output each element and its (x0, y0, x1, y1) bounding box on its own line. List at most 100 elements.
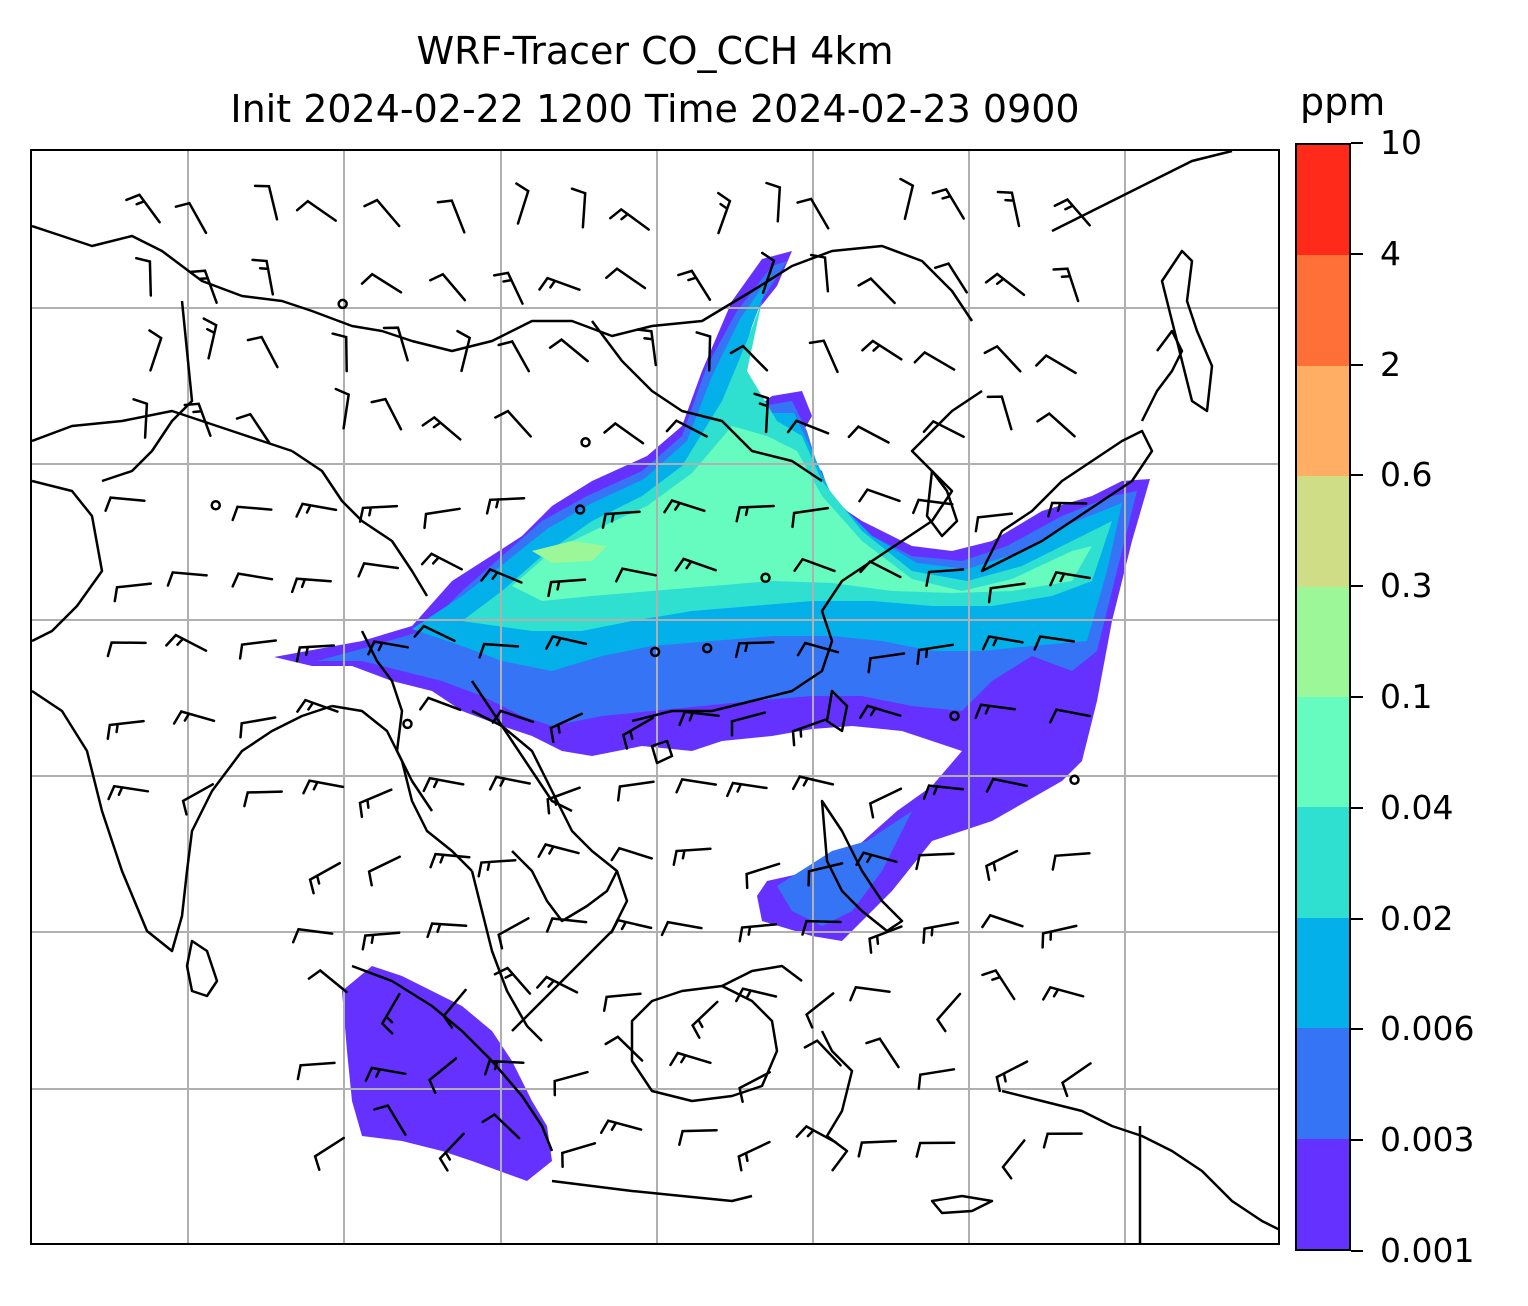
colorbar (1295, 143, 1351, 1251)
plume-contour-core (532, 541, 607, 563)
wind-barb (547, 578, 587, 598)
wind-barb (981, 913, 1024, 929)
coastline-gulf-thailand (511, 850, 619, 923)
wind-barb (808, 339, 839, 374)
colorbar-unit-label: ppm (1300, 80, 1386, 124)
wind-barb (132, 398, 149, 439)
wind-barb (429, 852, 471, 869)
wind-barb (478, 642, 520, 659)
wind-barb (243, 790, 283, 808)
wind-barb (858, 704, 902, 720)
wind-barb (672, 847, 712, 866)
colorbar-tick-label: 2 (1380, 344, 1401, 384)
calm-wind-marker (580, 437, 591, 448)
wind-barb (674, 557, 717, 572)
wind-barb (488, 775, 531, 791)
colorbar-tick-label: 0.006 (1380, 1009, 1475, 1049)
wind-barb (922, 419, 965, 439)
wind-barb (135, 256, 153, 297)
wind-barb (636, 328, 658, 367)
wind-barb (491, 709, 535, 724)
wind-barb (807, 862, 844, 887)
wind-barb (987, 582, 1026, 604)
coastline-malaysia-sabah (721, 964, 803, 988)
wind-barb (981, 635, 1024, 651)
wind-barb (986, 395, 1013, 431)
coastline-new-guinea (1001, 1089, 1278, 1231)
wind-barb (548, 338, 589, 363)
colorbar-tick (1351, 696, 1363, 698)
wind-barb (238, 639, 278, 660)
wind-barb (981, 969, 1016, 1001)
wind-barb (1042, 985, 1085, 1001)
wind-barb (545, 917, 588, 933)
coastline-malay-peninsula (470, 870, 543, 1042)
wind-barb (125, 193, 161, 224)
colorbar-tick-label: 0.1 (1380, 677, 1433, 716)
wind-barb (536, 975, 579, 994)
wind-barb (246, 335, 279, 369)
wind-barb (795, 1124, 838, 1144)
wind-barb (793, 557, 836, 573)
wind-barb (302, 779, 345, 795)
calm-wind-marker (210, 499, 222, 511)
coastlines (32, 151, 1278, 1243)
colorbar-tick-label: 0.02 (1380, 898, 1454, 938)
border-north-1 (32, 224, 974, 353)
wind-barb (172, 710, 216, 725)
wind-barb (436, 199, 466, 234)
wind-barb (1049, 571, 1091, 587)
colorbar-segment (1297, 1138, 1349, 1249)
colorbar-tick-label: 0.3 (1380, 566, 1433, 606)
colorbar-tick (1351, 1139, 1363, 1142)
wind-barb (485, 497, 526, 515)
wind-barb (861, 339, 903, 361)
wind-barb (357, 562, 400, 578)
colorbar-tick-label: 0.6 (1380, 455, 1433, 495)
wind-barb (1051, 852, 1091, 871)
wind-barb (494, 409, 532, 438)
map-title: WRF-Tracer CO_CCH 4km (416, 29, 894, 73)
coastline-sumatra (351, 964, 554, 1152)
wind-barb (363, 198, 401, 228)
calm-wind-marker (701, 642, 713, 654)
wind-barb (925, 568, 965, 587)
wind-barb (726, 781, 768, 798)
wind-barb (483, 1059, 525, 1076)
wind-barb (604, 1035, 644, 1062)
wind-barb (995, 1060, 1029, 1093)
wind-barb (456, 329, 472, 373)
coastline-sakhalin (1160, 249, 1214, 413)
wind-barb (420, 552, 463, 571)
wind-barb (429, 272, 467, 302)
colorbar-tick-label: 0.001 (1380, 1231, 1475, 1270)
wind-barb (729, 344, 769, 372)
wind-barb (291, 927, 334, 944)
wind-barb (933, 262, 968, 294)
wind-barb (367, 640, 410, 656)
wind-barb (442, 988, 467, 1029)
colorbar-tick (1351, 363, 1363, 366)
colorbar-segment (1297, 586, 1349, 697)
coastline-india-west (32, 689, 333, 953)
wind-barb (867, 652, 906, 674)
wind-barb (334, 387, 351, 430)
wind-barb (621, 716, 654, 750)
wind-barb (239, 716, 277, 739)
wind-barb (602, 992, 642, 1012)
wind-barb (1036, 412, 1076, 438)
wind-barb (599, 1119, 643, 1135)
coastline-borneo (630, 984, 779, 1103)
colorbar-tick-label: 4 (1380, 233, 1401, 273)
wind-barb (660, 920, 703, 937)
plume-contour-low-2 (777, 811, 912, 926)
colorbar-segment (1297, 1028, 1349, 1139)
wind-barb (537, 843, 580, 858)
wind-barb (296, 698, 339, 713)
wind-barb (235, 412, 271, 444)
wind-barb (605, 267, 647, 290)
calm-wind-marker (949, 710, 960, 722)
wind-barb (849, 985, 891, 1002)
calm-wind-marker (402, 718, 413, 730)
wind-barb (695, 331, 712, 372)
